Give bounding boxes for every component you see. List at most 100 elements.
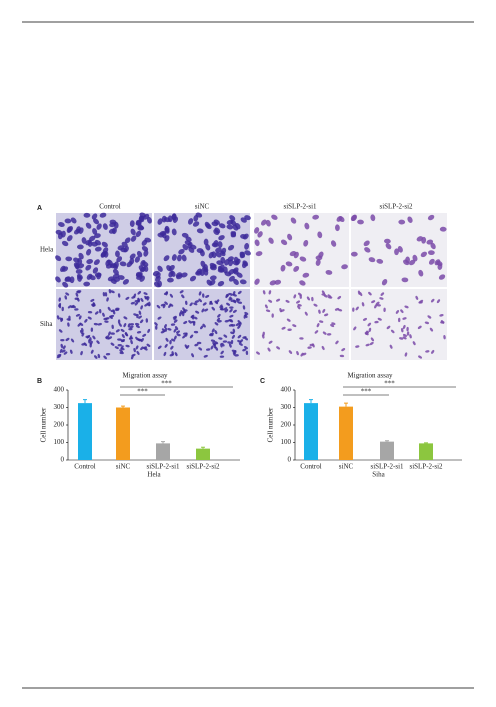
cell	[293, 294, 297, 299]
cell	[213, 240, 219, 247]
cell	[406, 326, 409, 332]
cell	[93, 322, 99, 326]
cell	[137, 291, 142, 295]
cell	[85, 222, 92, 229]
cell	[117, 319, 121, 324]
cell	[395, 310, 399, 314]
cell	[219, 355, 225, 358]
cell	[418, 269, 424, 277]
cell	[299, 256, 307, 262]
cell	[198, 347, 203, 351]
x-tick-label: siNC	[339, 463, 354, 471]
cell	[228, 292, 234, 296]
cell	[244, 242, 250, 250]
cell	[110, 309, 115, 313]
cell	[142, 346, 148, 350]
cell	[90, 327, 94, 332]
cell	[341, 348, 346, 352]
cell	[78, 227, 84, 234]
cell	[215, 346, 219, 351]
cell	[420, 251, 427, 258]
cell	[218, 337, 223, 340]
cell	[285, 261, 293, 267]
cell	[73, 228, 81, 235]
cell	[157, 316, 162, 320]
cell	[180, 310, 183, 315]
cell	[73, 262, 80, 269]
cell	[70, 217, 77, 224]
error-bar	[385, 440, 389, 442]
cell	[228, 296, 232, 301]
error-bar	[424, 442, 428, 444]
cell	[350, 251, 358, 257]
error-bar	[161, 441, 165, 444]
cell	[355, 306, 359, 311]
cell	[398, 317, 401, 323]
cell	[398, 219, 406, 225]
cell	[368, 257, 376, 263]
cell	[214, 322, 219, 326]
cell	[185, 300, 188, 306]
cell	[315, 255, 323, 261]
cell	[217, 241, 223, 248]
bar	[419, 443, 433, 460]
bar	[78, 403, 92, 460]
cell	[102, 312, 105, 317]
cell	[195, 270, 202, 276]
cell	[167, 328, 172, 331]
cell	[214, 341, 219, 345]
cell	[437, 263, 443, 270]
cell	[93, 259, 100, 266]
cell	[228, 275, 235, 282]
cell	[56, 315, 60, 320]
cell	[64, 276, 71, 282]
cell	[136, 313, 139, 319]
cell	[232, 269, 239, 275]
cell	[125, 344, 130, 348]
cell	[80, 350, 83, 356]
cell	[163, 292, 169, 295]
cell	[175, 326, 179, 330]
cell	[274, 279, 282, 285]
cell	[176, 274, 183, 280]
cell	[157, 265, 163, 272]
cell	[312, 214, 320, 220]
cell	[383, 307, 386, 313]
cell	[69, 349, 73, 354]
cell	[157, 280, 162, 288]
micrograph	[154, 289, 250, 360]
cell	[178, 248, 185, 255]
cell	[62, 281, 69, 288]
y-tick-label: 0	[61, 456, 65, 464]
cell	[164, 324, 167, 329]
cell	[85, 335, 90, 338]
cell	[89, 343, 92, 348]
cell	[352, 307, 355, 312]
cell	[218, 223, 226, 229]
cell	[223, 307, 228, 311]
cell	[128, 327, 133, 331]
cell	[188, 320, 192, 324]
cell	[81, 343, 86, 346]
cell	[269, 280, 277, 286]
cell	[55, 255, 62, 262]
y-axis-label: Cell number	[267, 407, 275, 442]
cell	[367, 322, 372, 327]
cell	[235, 258, 241, 265]
row-label: Siha	[40, 320, 53, 328]
micrograph	[351, 289, 447, 360]
cell	[181, 232, 189, 238]
cell	[304, 311, 308, 316]
cell	[243, 314, 247, 319]
cell	[357, 219, 364, 225]
cell	[339, 354, 345, 358]
cell	[242, 305, 246, 310]
y-tick-label: 300	[54, 403, 65, 411]
cell	[427, 315, 432, 319]
cell	[97, 353, 101, 359]
cell	[143, 292, 148, 295]
cell	[176, 333, 181, 337]
cell	[337, 295, 342, 300]
cell	[79, 322, 84, 326]
cell	[219, 264, 225, 271]
